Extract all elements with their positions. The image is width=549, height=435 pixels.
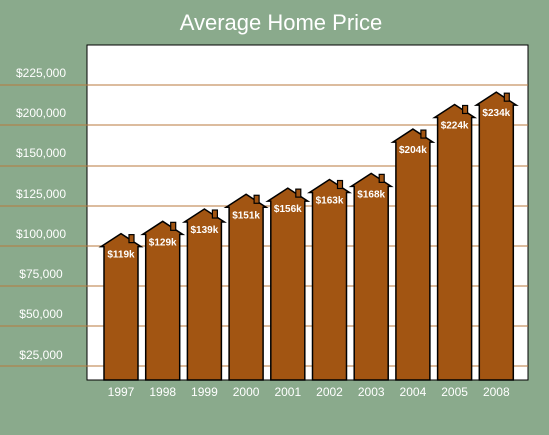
x-tick-label: 2002 xyxy=(316,385,343,399)
x-tick-label: 1997 xyxy=(108,385,135,399)
bar xyxy=(348,172,394,381)
y-axis-tick-labels: $25,000 $50,000 $75,000 $100,000 $125,000 $15… xyxy=(16,66,66,362)
x-tick-label: 2004 xyxy=(400,385,427,399)
bars: $119k $129k $139k $151k $156k $163k $168k $204k… xyxy=(98,91,519,381)
y-tick-label: $225,000 xyxy=(16,66,66,80)
bar-chimney xyxy=(336,179,344,190)
bar-chimney xyxy=(211,209,218,219)
y-tick-label: $50,000 xyxy=(19,307,63,321)
x-tick-label: 2005 xyxy=(441,385,468,399)
data-label: $156k xyxy=(274,204,302,215)
bar xyxy=(181,208,227,381)
bar-2000: $151k xyxy=(223,193,269,381)
bar-2001: $156k xyxy=(265,187,311,381)
bar-2004: $204k xyxy=(390,128,436,381)
bar-chimney xyxy=(295,188,302,198)
bar-chimney xyxy=(420,129,427,139)
data-label: $204k xyxy=(399,145,427,156)
bar xyxy=(390,128,436,381)
y-tick-label: $200,000 xyxy=(16,106,66,120)
x-tick-label: 2001 xyxy=(274,385,301,399)
bar-1998: $129k xyxy=(140,220,186,381)
bar xyxy=(306,178,353,381)
data-label: $119k xyxy=(107,250,135,261)
bar xyxy=(140,220,186,381)
data-label: $168k xyxy=(357,189,385,200)
bar-2008: $234k xyxy=(473,91,519,381)
bar-chimney xyxy=(462,104,469,115)
bar-1999: $139k xyxy=(181,208,227,381)
x-tick-label: 2008 xyxy=(483,385,510,399)
data-label: $129k xyxy=(149,237,177,248)
y-tick-label: $150,000 xyxy=(16,146,66,160)
bar-chimney xyxy=(503,92,510,102)
chart-title: Average Home Price xyxy=(180,10,383,35)
data-label: $139k xyxy=(190,225,218,236)
x-tick-label: 1998 xyxy=(149,385,176,399)
bar xyxy=(265,187,311,381)
bar-chimney xyxy=(170,221,177,231)
bar xyxy=(473,91,519,381)
bar-chimney xyxy=(253,194,260,204)
data-label: $224k xyxy=(441,120,469,131)
bar-2002: $163k xyxy=(306,178,353,381)
data-label: $234k xyxy=(482,108,510,119)
x-tick-label: 2000 xyxy=(233,385,260,399)
y-tick-label: $25,000 xyxy=(19,348,63,362)
data-label: $163k xyxy=(316,196,344,207)
bar-chimney xyxy=(378,173,385,183)
y-tick-label: $75,000 xyxy=(19,267,63,281)
data-label: $151k xyxy=(232,210,260,221)
x-tick-label: 2003 xyxy=(358,385,385,399)
bar xyxy=(223,193,269,381)
x-tick-label: 1999 xyxy=(191,385,218,399)
bar-1997: $119k xyxy=(98,232,144,381)
y-tick-label: $100,000 xyxy=(16,227,66,241)
x-axis-tick-labels: 1997 1998 1999 2000 2001 2002 2003 2004 2005 2008 xyxy=(108,385,510,399)
bar xyxy=(432,103,478,381)
bar-chimney xyxy=(128,234,135,244)
y-tick-label: $125,000 xyxy=(16,187,66,201)
bar xyxy=(98,232,144,381)
bar-2005: $224k xyxy=(432,103,478,381)
bar-2003: $168k xyxy=(348,172,394,381)
